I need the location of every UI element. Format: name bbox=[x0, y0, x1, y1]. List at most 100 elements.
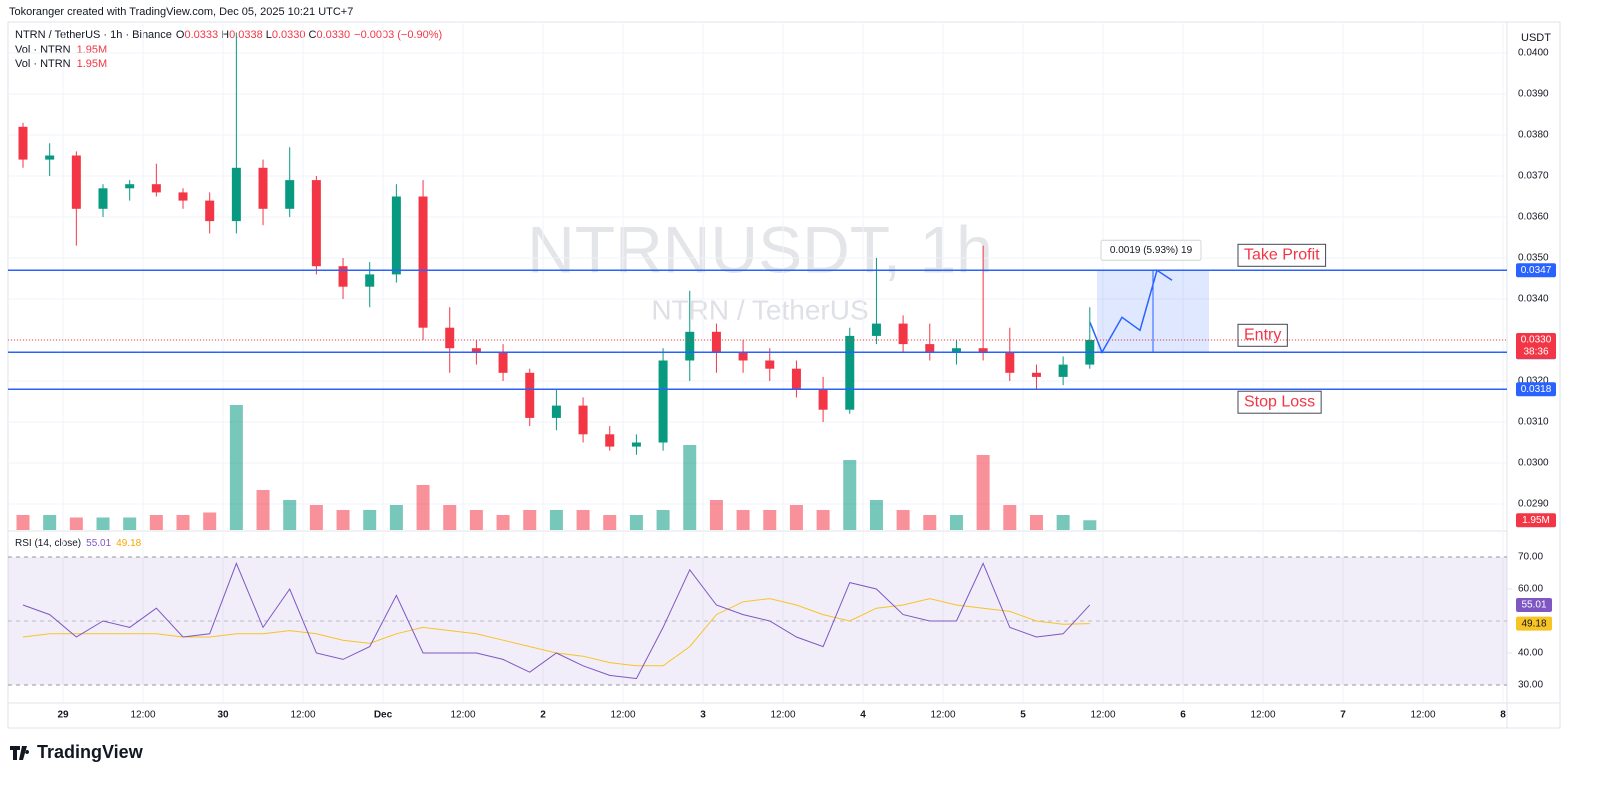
price-tag bbox=[1516, 333, 1556, 359]
candle-body bbox=[418, 196, 428, 328]
vol-value: 1.95M bbox=[77, 44, 108, 56]
volume-bar bbox=[976, 455, 990, 530]
candle-body bbox=[738, 352, 748, 361]
level-box bbox=[1237, 323, 1288, 347]
candle-body bbox=[658, 360, 668, 443]
y-tick-label: 0.0350 bbox=[1518, 253, 1549, 264]
y-tick-label: 0.0300 bbox=[1518, 458, 1549, 469]
ma-value: 49.18 bbox=[116, 538, 141, 549]
change: −0.0003 (−0.90%) bbox=[354, 29, 442, 41]
volume-bar bbox=[603, 515, 617, 530]
volume-bar bbox=[336, 510, 350, 530]
volume-bar bbox=[949, 515, 963, 530]
volume-bar bbox=[69, 517, 83, 530]
y-tick-label: 0.0370 bbox=[1518, 171, 1549, 182]
countdown: 38:36 bbox=[1523, 347, 1548, 358]
candle-body bbox=[498, 352, 508, 373]
price-tag-label: 0.0318 bbox=[1521, 384, 1552, 395]
position-label-bg bbox=[1100, 239, 1202, 261]
close: 0.0330 bbox=[316, 29, 350, 41]
key: L bbox=[266, 29, 272, 41]
vol-name: Vol · NTRN bbox=[15, 58, 71, 70]
symbol: NTRN / TetherUS · 1h · Binance bbox=[15, 29, 172, 41]
x-tick-label: 29 bbox=[57, 710, 69, 721]
volume-tag-label: 1.95M bbox=[1522, 515, 1550, 526]
vol-line: Vol · NTRN 1.95M bbox=[15, 44, 107, 56]
rsi-tag-label: 55.01 bbox=[1521, 600, 1546, 611]
volume-bar bbox=[363, 510, 377, 530]
x-tick-label: 12:00 bbox=[290, 710, 315, 721]
volume-bar bbox=[1083, 520, 1097, 530]
volume-bar bbox=[896, 510, 910, 530]
x-tick-label: 7 bbox=[1340, 710, 1346, 721]
candle-body bbox=[898, 323, 908, 345]
candle-body bbox=[178, 192, 188, 201]
candle-body bbox=[765, 360, 775, 369]
volume-bar bbox=[309, 505, 323, 530]
volume-bar bbox=[389, 505, 403, 530]
candle-body bbox=[978, 348, 988, 353]
volume-tag bbox=[1516, 513, 1556, 528]
candle-body bbox=[471, 348, 481, 353]
y-tick-label: 0.0310 bbox=[1518, 417, 1549, 428]
vol-name: Vol · NTRN bbox=[15, 44, 71, 56]
candle-body bbox=[711, 331, 721, 353]
volume-bar bbox=[1029, 515, 1043, 530]
candle-body bbox=[605, 434, 615, 447]
rsi-tick-label: 30.00 bbox=[1518, 680, 1543, 691]
x-tick-label: 12:00 bbox=[1090, 710, 1115, 721]
key: O bbox=[176, 29, 185, 41]
currency: USDT bbox=[1521, 32, 1551, 44]
logo-icon bbox=[10, 746, 30, 760]
logo-text: TradingView bbox=[37, 742, 144, 762]
candle-body bbox=[685, 331, 695, 361]
volume-bar bbox=[923, 515, 937, 530]
candle-body bbox=[445, 327, 455, 349]
key: C bbox=[309, 29, 317, 41]
volume-bar bbox=[629, 515, 643, 530]
x-tick-label: Dec bbox=[374, 710, 393, 721]
logo: TradingView bbox=[10, 742, 144, 762]
volume-bar bbox=[816, 510, 830, 530]
level-annotation: Take Profit bbox=[1237, 243, 1327, 267]
candle-body bbox=[925, 344, 935, 353]
x-tick-label: 2 bbox=[540, 710, 546, 721]
credit: Tokoranger created with TradingView.com,… bbox=[9, 6, 353, 18]
legend-symbol: NTRN / TetherUS · 1h · Binance O0.0333 H0.… bbox=[15, 29, 442, 41]
volume-bar bbox=[523, 510, 537, 530]
volume-bar bbox=[1003, 505, 1017, 530]
candle-body bbox=[1031, 372, 1041, 377]
volume-bar bbox=[469, 510, 483, 530]
candle-body bbox=[578, 405, 588, 435]
y-tick-label: 0.0290 bbox=[1518, 499, 1549, 510]
volume-bar bbox=[789, 505, 803, 530]
x-tick-label: 12:00 bbox=[610, 710, 635, 721]
rsi-tick-label: 40.00 bbox=[1518, 648, 1543, 659]
volume-bar bbox=[869, 500, 883, 530]
level-name: Entry bbox=[1244, 327, 1281, 344]
x-tick-label: 12:00 bbox=[930, 710, 955, 721]
volume-bar bbox=[576, 510, 590, 530]
x-tick-label: 12:00 bbox=[1250, 710, 1275, 721]
volume-bar bbox=[763, 510, 777, 530]
rsi-tag bbox=[1516, 597, 1552, 612]
rsi-tag bbox=[1516, 616, 1552, 631]
rsi-line bbox=[22, 562, 1091, 680]
volume-bar bbox=[656, 510, 670, 530]
level-box bbox=[1237, 243, 1327, 267]
x-tick-label: 8 bbox=[1500, 710, 1506, 721]
legend: NTRN / TetherUS · 1h · Binance O0.0333 H0.… bbox=[15, 29, 442, 70]
candle-body bbox=[1058, 364, 1068, 377]
y-tick-label: 0.0340 bbox=[1518, 294, 1549, 305]
y-tick-label: 0.0360 bbox=[1518, 212, 1549, 223]
candle-body bbox=[338, 266, 348, 287]
volume-bar bbox=[123, 517, 137, 530]
candle-body bbox=[818, 389, 828, 410]
volume-bar bbox=[96, 517, 110, 530]
high: 0.0338 bbox=[229, 29, 263, 41]
rsi-tick-label: 60.00 bbox=[1518, 584, 1543, 595]
volume-bar bbox=[283, 500, 297, 530]
candle-body bbox=[845, 335, 855, 410]
vol-value: 1.95M bbox=[77, 58, 108, 70]
candle-body bbox=[45, 155, 55, 160]
